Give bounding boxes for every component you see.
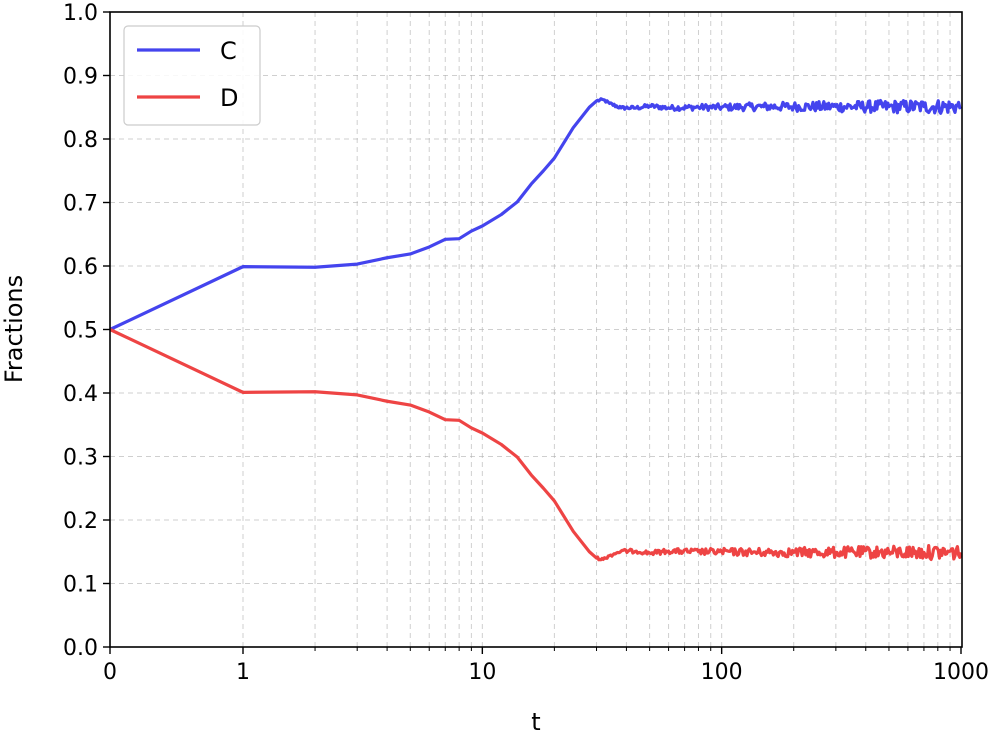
y-tick-label: 0.1 bbox=[63, 573, 98, 598]
y-tick-label: 0.7 bbox=[63, 192, 98, 217]
legend-box bbox=[123, 25, 261, 126]
x-tick-label: 1 bbox=[236, 660, 250, 685]
y-tick-label: 0.6 bbox=[63, 255, 98, 280]
x-axis-label: t bbox=[531, 708, 540, 736]
grid-lines bbox=[110, 12, 962, 647]
y-axis-label: Fractions bbox=[0, 275, 28, 383]
series-lines bbox=[109, 97, 963, 562]
x-tick-label: 1000 bbox=[933, 660, 989, 685]
legend-label-d: D bbox=[220, 84, 238, 112]
y-tick-label: 0.3 bbox=[63, 446, 98, 471]
y-tick-label: 0.2 bbox=[63, 509, 98, 534]
axis-ticks: 0.0 0.1 0.2 0.3 0.4 0.5 0.6 0.7 0.8 0.9 1.0 0 1 10 100… bbox=[63, 1, 989, 685]
x-tick-label: 10 bbox=[468, 660, 496, 685]
y-tick-label: 0.0 bbox=[63, 636, 98, 661]
series-line-c bbox=[109, 97, 963, 331]
series-line-d bbox=[109, 328, 963, 562]
legend: C D bbox=[123, 25, 261, 126]
x-tick-label: 0 bbox=[103, 660, 117, 685]
legend-label-c: C bbox=[220, 37, 237, 65]
y-tick-label: 0.9 bbox=[63, 65, 98, 90]
y-tick-label: 0.5 bbox=[63, 319, 98, 344]
y-tick-label: 0.4 bbox=[63, 382, 98, 407]
x-tick-label: 100 bbox=[701, 660, 743, 685]
y-tick-label: 1.0 bbox=[63, 1, 98, 26]
y-tick-label: 0.8 bbox=[63, 128, 98, 153]
